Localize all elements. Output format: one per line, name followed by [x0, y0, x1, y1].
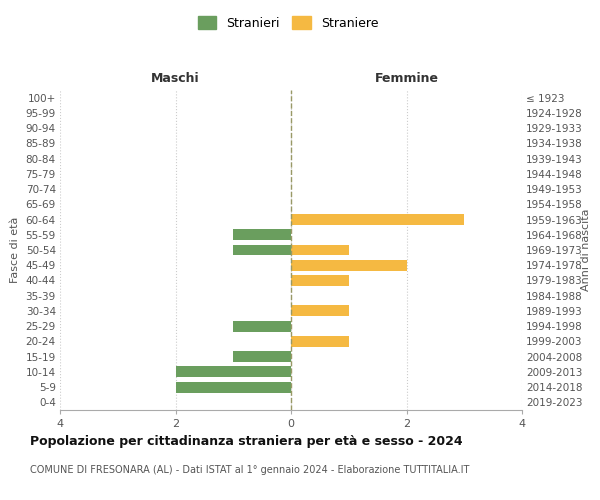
Bar [291, 306, 349, 316]
Bar [176, 366, 291, 378]
Text: Femmine: Femmine [374, 72, 439, 86]
Bar [291, 260, 407, 270]
Bar [291, 214, 464, 225]
Bar [291, 336, 349, 347]
Text: Maschi: Maschi [151, 72, 200, 86]
Bar [233, 320, 291, 332]
Bar [233, 244, 291, 256]
Text: Popolazione per cittadinanza straniera per età e sesso - 2024: Popolazione per cittadinanza straniera p… [30, 435, 463, 448]
Bar [233, 351, 291, 362]
Legend: Stranieri, Straniere: Stranieri, Straniere [197, 16, 379, 30]
Bar [233, 230, 291, 240]
Bar [176, 382, 291, 392]
Bar [291, 244, 349, 256]
Y-axis label: Anni di nascita: Anni di nascita [581, 209, 591, 291]
Y-axis label: Fasce di età: Fasce di età [10, 217, 20, 283]
Bar [291, 275, 349, 286]
Text: COMUNE DI FRESONARA (AL) - Dati ISTAT al 1° gennaio 2024 - Elaborazione TUTTITAL: COMUNE DI FRESONARA (AL) - Dati ISTAT al… [30, 465, 469, 475]
